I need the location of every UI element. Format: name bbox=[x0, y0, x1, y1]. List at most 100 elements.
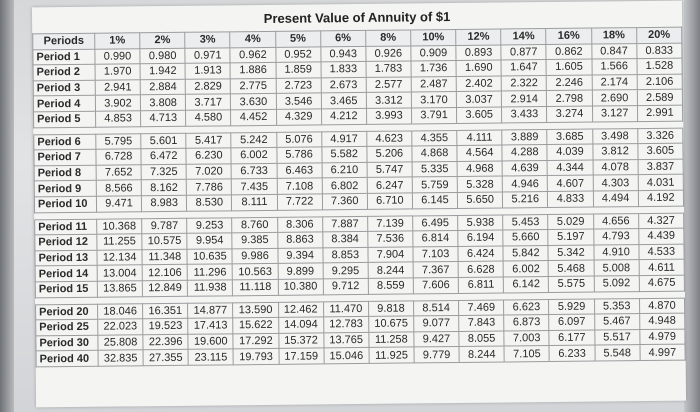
factor-cell: 7.139 bbox=[367, 215, 413, 232]
factor-cell: 1.690 bbox=[456, 60, 502, 77]
factor-cell: 25.808 bbox=[97, 334, 144, 351]
factor-cell: 3.993 bbox=[366, 107, 412, 124]
factor-cell: 8.244 bbox=[367, 262, 414, 279]
factor-cell: 5.786 bbox=[276, 147, 322, 164]
factor-cell: 7.367 bbox=[413, 261, 459, 278]
factor-cell: 8.244 bbox=[459, 346, 505, 363]
factor-cell: 4.917 bbox=[321, 130, 367, 148]
header-rate: 14% bbox=[500, 28, 547, 45]
factor-cell: 4.533 bbox=[638, 243, 685, 260]
factor-cell: 8.111 bbox=[231, 194, 278, 211]
header-rate: 8% bbox=[365, 29, 411, 47]
factor-cell: 6.463 bbox=[276, 162, 322, 179]
factor-cell: 0.971 bbox=[185, 47, 231, 64]
factor-cell: 4.355 bbox=[411, 130, 458, 147]
factor-cell: 8.566 bbox=[96, 180, 142, 197]
factor-cell: 3.902 bbox=[95, 95, 141, 112]
factor-cell: 4.656 bbox=[593, 213, 639, 230]
factor-cell: 27.355 bbox=[143, 349, 189, 366]
factor-cell: 5.029 bbox=[548, 213, 594, 230]
factor-cell: 4.910 bbox=[593, 244, 639, 261]
factor-cell: 4.607 bbox=[547, 175, 593, 192]
factor-cell: 0.943 bbox=[320, 46, 366, 63]
factor-cell: 16.351 bbox=[142, 302, 188, 319]
factor-cell: 14.094 bbox=[278, 316, 324, 334]
factor-cell: 5.206 bbox=[366, 146, 413, 163]
factor-cell: 11.258 bbox=[368, 331, 414, 348]
factor-cell: 1.736 bbox=[410, 60, 457, 77]
factor-cell: 3.127 bbox=[592, 105, 638, 122]
factor-cell: 2.798 bbox=[546, 90, 593, 107]
factor-cell: 6.728 bbox=[95, 148, 142, 166]
factor-cell: 1.605 bbox=[546, 59, 592, 76]
factor-cell: 2.402 bbox=[456, 75, 502, 92]
period-label: Period 25 bbox=[35, 319, 98, 336]
factor-cell: 6.097 bbox=[549, 314, 595, 331]
factor-cell: 7.652 bbox=[96, 164, 142, 181]
factor-cell: 7.786 bbox=[186, 179, 232, 196]
factor-cell: 10.380 bbox=[277, 278, 324, 295]
factor-cell: 5.747 bbox=[366, 161, 413, 178]
factor-cell: 4.611 bbox=[638, 259, 685, 276]
factor-cell: 9.394 bbox=[277, 247, 323, 264]
factor-cell: 3.791 bbox=[411, 107, 457, 124]
factor-cell: 5.467 bbox=[594, 313, 640, 330]
factor-cell: 6.142 bbox=[503, 276, 549, 293]
factor-cell: 6.811 bbox=[458, 276, 504, 293]
factor-cell: 3.433 bbox=[501, 106, 548, 123]
factor-cell: 11.470 bbox=[323, 300, 369, 317]
factor-cell: 8.760 bbox=[232, 216, 278, 233]
factor-cell: 5.328 bbox=[457, 176, 503, 193]
factor-cell: 5.417 bbox=[186, 132, 232, 149]
factor-cell: 2.991 bbox=[637, 105, 683, 122]
factor-cell: 6.733 bbox=[231, 163, 277, 180]
factor-cell: 13.765 bbox=[323, 332, 369, 349]
factor-cell: 19.600 bbox=[188, 333, 234, 350]
factor-cell: 7.536 bbox=[367, 231, 413, 248]
factor-cell: 4.833 bbox=[547, 190, 594, 208]
factor-cell: 4.111 bbox=[456, 129, 503, 146]
table-title: Present Value of Annuity of $1 bbox=[263, 9, 451, 26]
factor-cell: 5.601 bbox=[140, 132, 187, 149]
factor-cell: 4.979 bbox=[639, 328, 685, 345]
period-label: Period 9 bbox=[34, 180, 97, 197]
factor-cell: 7.904 bbox=[367, 246, 414, 263]
period-label: Period 11 bbox=[34, 218, 97, 236]
header-rate: 6% bbox=[320, 30, 366, 47]
factor-cell: 5.650 bbox=[457, 191, 503, 208]
factor-cell: 2.941 bbox=[95, 79, 141, 96]
factor-cell: 4.303 bbox=[592, 174, 639, 191]
factor-cell: 7.360 bbox=[322, 193, 368, 210]
factor-cell: 5.342 bbox=[548, 244, 594, 261]
factor-cell: 3.808 bbox=[140, 94, 186, 111]
factor-cell: 9.385 bbox=[232, 232, 278, 249]
factor-cell: 5.242 bbox=[231, 131, 277, 148]
factor-cell: 2.589 bbox=[637, 89, 683, 106]
factor-cell: 15.046 bbox=[323, 347, 370, 364]
factor-cell: 6.814 bbox=[412, 230, 459, 247]
factor-cell: 4.793 bbox=[593, 228, 639, 245]
factor-cell: 3.465 bbox=[321, 92, 367, 109]
factor-cell: 6.628 bbox=[458, 261, 504, 278]
factor-cell: 9.986 bbox=[232, 248, 278, 265]
factor-cell: 3.312 bbox=[366, 92, 412, 109]
factor-cell: 0.990 bbox=[94, 48, 141, 65]
factor-cell: 14.877 bbox=[187, 302, 234, 319]
header-rate: 18% bbox=[591, 27, 637, 44]
factor-cell: 4.675 bbox=[638, 275, 685, 292]
factor-cell: 3.170 bbox=[411, 91, 457, 108]
factor-cell: 3.605 bbox=[637, 143, 684, 160]
factor-cell: 8.306 bbox=[277, 216, 323, 233]
period-label: Period 12 bbox=[34, 234, 97, 251]
factor-cell: 0.909 bbox=[410, 45, 457, 62]
factor-cell: 5.216 bbox=[502, 191, 548, 208]
factor-cell: 5.582 bbox=[321, 146, 367, 163]
factor-cell: 5.575 bbox=[548, 275, 594, 293]
factor-cell: 5.795 bbox=[95, 133, 142, 150]
factor-cell: 3.274 bbox=[546, 106, 593, 123]
factor-cell: 9.712 bbox=[322, 278, 369, 295]
period-label: Period 7 bbox=[33, 149, 97, 166]
factor-cell: 5.353 bbox=[594, 298, 640, 315]
factor-cell: 17.292 bbox=[233, 333, 279, 350]
factor-cell: 5.076 bbox=[276, 131, 322, 148]
